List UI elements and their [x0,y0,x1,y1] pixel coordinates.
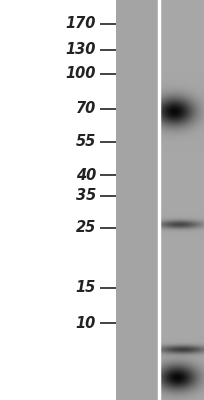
Text: 170: 170 [65,16,96,32]
Text: 70: 70 [76,101,96,116]
Text: 40: 40 [76,168,96,183]
Text: 25: 25 [76,220,96,236]
Text: 55: 55 [76,134,96,150]
Text: 35: 35 [76,188,96,204]
Text: 15: 15 [76,280,96,296]
Text: 10: 10 [76,316,96,331]
Text: 130: 130 [65,42,96,58]
Text: 100: 100 [65,66,96,82]
